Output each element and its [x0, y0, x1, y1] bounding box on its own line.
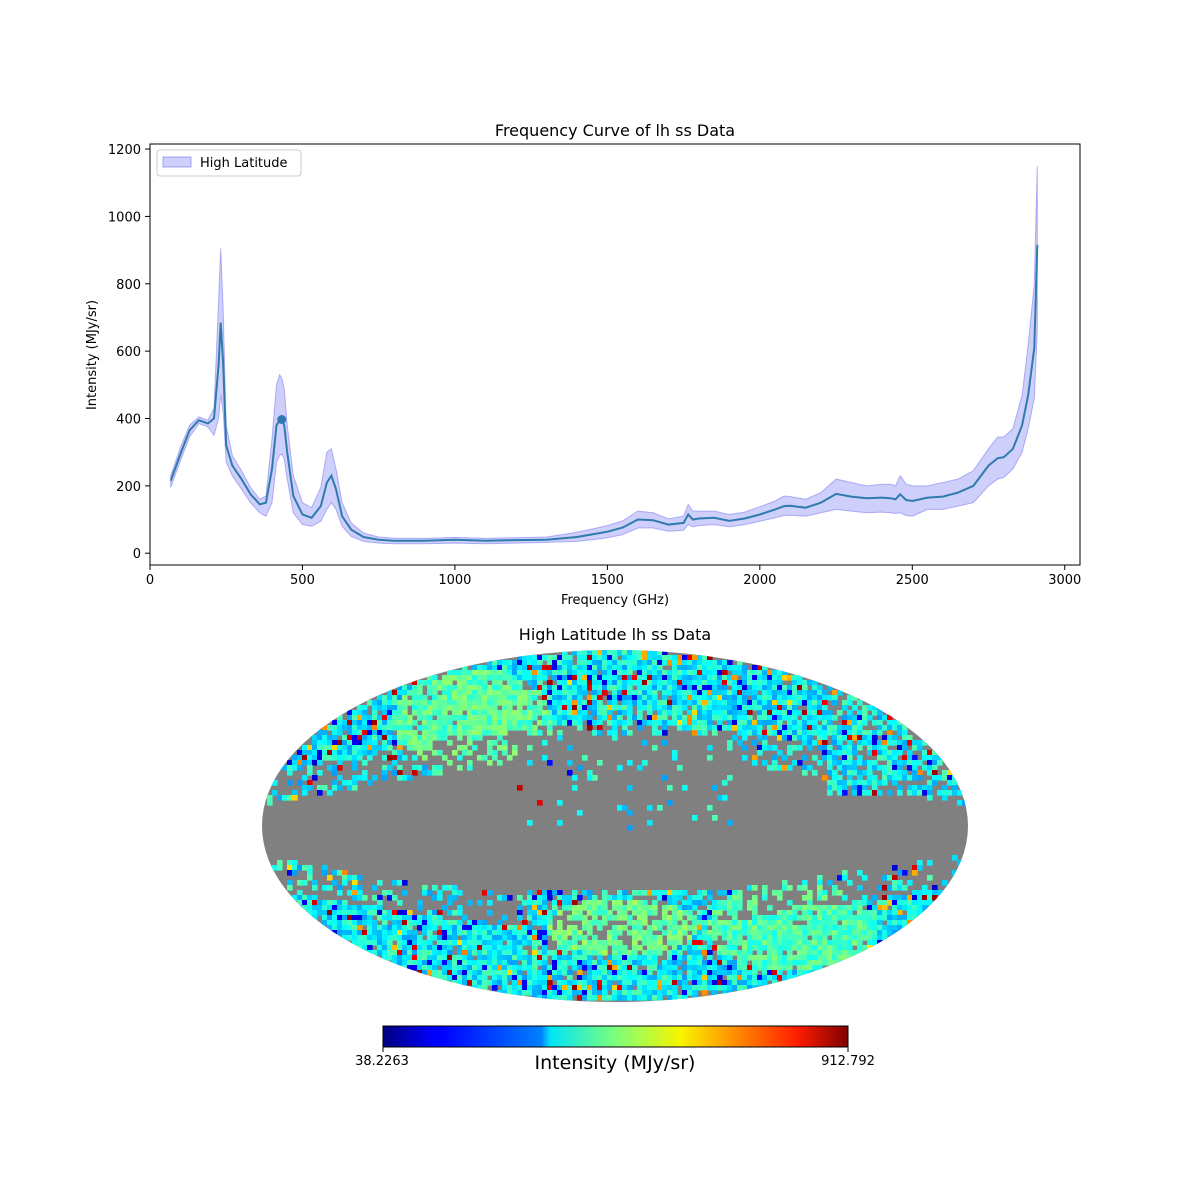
y-axis-label: Intensity (MJy/sr)	[85, 300, 100, 410]
y-axis-ticks: 0 200 400 600 800 1000 1200	[108, 143, 150, 562]
colorbar-max-label: 912.792	[821, 1054, 875, 1069]
y-tick-label: 200	[116, 480, 141, 495]
x-tick-label: 0	[146, 573, 154, 588]
x-axis-ticks: 0 500 1000 1500 2000 2500 3000	[146, 565, 1081, 588]
x-tick-label: 1000	[438, 573, 471, 588]
y-tick-label: 600	[116, 345, 141, 360]
y-tick-label: 0	[133, 547, 141, 562]
legend-box	[156, 149, 302, 177]
colorbar-gradient	[382, 1025, 849, 1048]
x-tick-label: 500	[290, 573, 315, 588]
plot-frame	[149, 143, 1081, 566]
x-tick-label: 1500	[591, 573, 624, 588]
legend-swatch	[162, 156, 192, 168]
x-axis-label: Frequency (GHz)	[561, 593, 669, 608]
mean-line	[169, 244, 1039, 542]
legend: High Latitude	[156, 149, 302, 177]
chart-title: Frequency Curve of lh ss Data	[495, 121, 735, 140]
frequency-chart: Frequency Curve of lh ss Data 0 500 1000 15…	[85, 121, 1081, 608]
colorbar-min-label: 38.2263	[355, 1054, 409, 1069]
mollweide-map: High Latitude lh ss Data	[262, 625, 968, 1002]
colorbar: 38.2263 912.792 Intensity (MJy/sr)	[355, 1025, 875, 1074]
confidence-band	[170, 165, 1038, 545]
sky-pixels	[267, 650, 968, 1001]
y-tick-label: 1200	[108, 143, 141, 158]
map-title: High Latitude lh ss Data	[519, 625, 711, 644]
y-tick-label: 400	[116, 412, 141, 427]
legend-label: High Latitude	[200, 156, 288, 171]
x-tick-label: 2000	[743, 573, 776, 588]
peak-marker	[277, 415, 287, 425]
x-tick-label: 3000	[1048, 573, 1081, 588]
y-tick-label: 1000	[108, 210, 141, 225]
colorbar-label: Intensity (MJy/sr)	[535, 1052, 696, 1074]
y-tick-label: 800	[116, 278, 141, 293]
x-tick-label: 2500	[896, 573, 929, 588]
